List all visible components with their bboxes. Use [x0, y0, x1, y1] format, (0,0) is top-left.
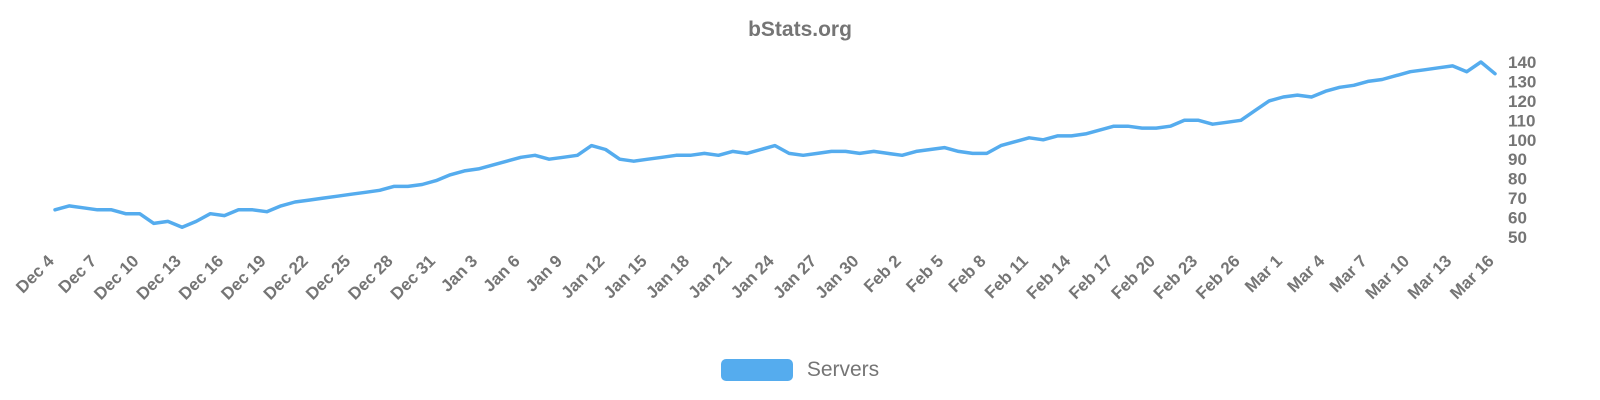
y-tick-label: 100: [1508, 131, 1536, 150]
x-tick-label: Jan 24: [727, 251, 778, 302]
chart-legend: Servers: [0, 358, 1600, 382]
x-tick-label: Jan 30: [812, 251, 863, 302]
x-tick-label: Mar 1: [1241, 251, 1286, 296]
y-tick-label: 130: [1508, 72, 1536, 91]
x-tick-label: Jan 27: [769, 251, 820, 302]
chart-title: bStats.org: [748, 18, 852, 41]
x-tick-label: Mar 10: [1362, 251, 1414, 303]
legend-item-servers[interactable]: Servers: [720, 358, 880, 382]
x-tick-label: Mar 16: [1446, 251, 1498, 303]
y-tick-label: 50: [1508, 228, 1527, 247]
x-tick-label: Jan 18: [642, 251, 693, 302]
x-tick-label: Jan 12: [558, 251, 609, 302]
x-tick-label: Dec 31: [387, 251, 439, 303]
y-tick-label: 140: [1508, 53, 1536, 72]
x-tick-label: Dec 22: [260, 251, 312, 303]
x-tick-label: Dec 19: [217, 251, 269, 303]
servers-series-line: [53, 60, 1497, 230]
x-tick-label: Feb 2: [860, 251, 905, 296]
x-tick-label: Feb 20: [1108, 251, 1160, 303]
y-tick-label: 60: [1508, 209, 1527, 228]
x-tick-label: Feb 26: [1192, 251, 1244, 303]
x-tick-label: Dec 4: [12, 251, 58, 297]
y-tick-label: 90: [1508, 150, 1527, 169]
x-tick-label: Jan 21: [685, 251, 736, 302]
x-tick-label: Jan 3: [437, 251, 481, 295]
y-tick-label: 70: [1508, 189, 1527, 208]
y-tick-label: 120: [1508, 92, 1536, 111]
x-tick-label: Dec 10: [90, 251, 142, 303]
x-tick-label: Feb 23: [1150, 251, 1202, 303]
x-tick-label: Mar 4: [1284, 251, 1329, 296]
x-tick-label: Feb 14: [1023, 251, 1075, 303]
y-tick-label: 110: [1508, 111, 1535, 130]
x-tick-label: Dec 16: [175, 251, 227, 303]
x-tick-label: Dec 13: [133, 251, 185, 303]
legend-label-servers: Servers: [806, 358, 880, 381]
x-tick-label: Dec 28: [344, 251, 396, 303]
y-tick-label: 80: [1508, 170, 1527, 189]
x-tick-label: Jan 15: [600, 251, 651, 302]
x-tick-label: Feb 11: [981, 251, 1032, 302]
x-tick-label: Jan 6: [480, 251, 524, 295]
legend-swatch-servers: [720, 359, 793, 381]
x-tick-label: Feb 5: [902, 251, 947, 296]
x-tick-label: Feb 17: [1065, 251, 1117, 303]
x-tick-label: Dec 25: [302, 251, 354, 303]
x-tick-label: Mar 13: [1404, 251, 1456, 303]
